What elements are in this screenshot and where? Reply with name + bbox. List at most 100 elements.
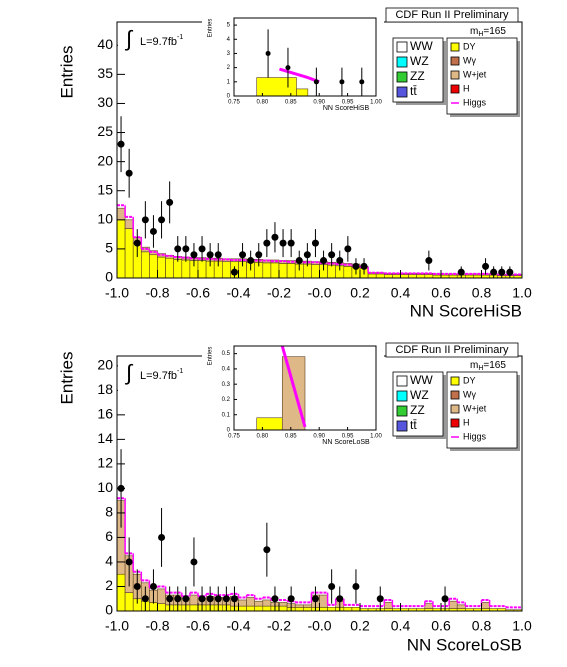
legend-swatch bbox=[396, 390, 408, 402]
y-tick-label: 4 bbox=[227, 37, 231, 43]
plot-frame bbox=[233, 17, 377, 97]
histogram-bar bbox=[157, 588, 166, 604]
mass-subscript: H bbox=[478, 365, 483, 372]
y-tick-label: 30 bbox=[97, 94, 113, 110]
data-point bbox=[166, 595, 174, 603]
data-point bbox=[214, 251, 222, 259]
histogram-bar bbox=[157, 603, 166, 612]
x-tick-label: 0.85 bbox=[285, 434, 297, 440]
histogram-bar bbox=[416, 274, 426, 279]
y-tick-label: 12 bbox=[97, 455, 113, 471]
y-tick-label: 0.5 bbox=[222, 351, 231, 357]
histogram-bar bbox=[383, 274, 393, 279]
lumi-label: L=9.7fb-1 bbox=[140, 34, 183, 48]
y-tick-label: 0.4 bbox=[222, 366, 231, 372]
histogram-bar bbox=[238, 605, 247, 612]
data-point bbox=[287, 595, 295, 603]
x-tick-label: 0.75 bbox=[228, 100, 240, 106]
x-tick-label: -0.4 bbox=[226, 618, 250, 634]
data-point bbox=[117, 140, 125, 148]
x-tick-label: 0.75 bbox=[228, 434, 240, 440]
y-tick-label: 0 bbox=[227, 94, 231, 100]
y-tick-label: 0 bbox=[105, 602, 113, 618]
x-tick-label: 0.4 bbox=[391, 285, 411, 301]
histogram-bar bbox=[302, 607, 312, 612]
histogram-bar bbox=[189, 594, 199, 606]
histogram-bar bbox=[343, 607, 353, 612]
x-tick-label: 1.0 bbox=[512, 618, 532, 634]
inset-y-axis-label: Entries bbox=[208, 347, 214, 366]
data-point bbox=[149, 582, 157, 590]
legend-swatch bbox=[396, 375, 408, 387]
x-tick-label: -0.2 bbox=[267, 285, 291, 301]
data-point bbox=[313, 79, 319, 85]
x-tick-label: 0.2 bbox=[350, 618, 370, 634]
data-point bbox=[190, 251, 198, 259]
x-tick-label: -0.6 bbox=[186, 285, 210, 301]
data-point bbox=[287, 239, 295, 247]
legend-label: tt̄ bbox=[410, 418, 417, 432]
y-tick-label: 0 bbox=[227, 428, 231, 434]
data-point bbox=[336, 595, 344, 603]
y-tick-label: 1 bbox=[227, 79, 231, 85]
data-point bbox=[360, 262, 368, 270]
y-tick-label: 16 bbox=[97, 406, 113, 422]
histogram-bar bbox=[278, 605, 288, 612]
histogram-bar bbox=[270, 262, 280, 279]
y-tick-label: 18 bbox=[97, 381, 113, 397]
data-point bbox=[352, 262, 360, 270]
data-point bbox=[125, 558, 133, 566]
histogram-bar bbox=[351, 607, 361, 612]
data-point bbox=[239, 251, 247, 259]
x-tick-label: 1.00 bbox=[370, 100, 382, 106]
data-point bbox=[265, 50, 271, 56]
x-tick-label: 0.8 bbox=[472, 618, 492, 634]
lumi-label: L=9.7fb-1 bbox=[140, 368, 183, 382]
data-point bbox=[133, 239, 141, 247]
x-tick-label: 0.6 bbox=[431, 618, 451, 634]
data-point bbox=[255, 251, 263, 259]
data-point bbox=[182, 595, 190, 603]
y-tick-label: 8 bbox=[105, 504, 113, 520]
y-tick-label: 6 bbox=[105, 528, 113, 544]
data-point bbox=[376, 595, 384, 603]
y-tick-label: 0.2 bbox=[222, 397, 231, 403]
lumi-exponent: -1 bbox=[177, 34, 183, 41]
histogram-bar bbox=[278, 602, 288, 607]
x-tick-label: 0.8 bbox=[472, 285, 492, 301]
y-tick-label: 20 bbox=[97, 357, 113, 373]
legend-swatch bbox=[450, 70, 460, 80]
mass-symbol: m bbox=[470, 26, 478, 37]
y-tick-label: 0.3 bbox=[222, 382, 231, 388]
legend-swatch bbox=[396, 71, 408, 83]
inset-y-axis-label: Entries bbox=[208, 19, 214, 38]
y-tick-label: 5 bbox=[227, 23, 231, 29]
data-point bbox=[303, 251, 311, 259]
y-tick-label: 20 bbox=[97, 152, 113, 168]
x-tick-label: 0.95 bbox=[342, 434, 354, 440]
y-tick-label: 15 bbox=[97, 181, 113, 197]
y-tick-label: 4 bbox=[105, 553, 113, 569]
inset-x-axis-label: NN ScoreLoSB bbox=[322, 439, 370, 446]
histogram-bar bbox=[294, 604, 304, 608]
histogram-bar bbox=[165, 257, 175, 279]
histogram-bar bbox=[181, 259, 191, 279]
histogram-bar bbox=[375, 273, 385, 279]
mass-subscript: H bbox=[478, 31, 483, 38]
legend-label: W+jet bbox=[463, 69, 487, 79]
data-point bbox=[141, 595, 149, 603]
histogram-bar bbox=[294, 607, 304, 612]
data-point bbox=[230, 595, 238, 603]
plot-frame bbox=[233, 345, 377, 431]
y-tick-label: 3 bbox=[227, 51, 231, 57]
histogram-bar bbox=[481, 602, 490, 609]
histogram-bar bbox=[302, 604, 312, 608]
histogram-bar bbox=[286, 263, 296, 279]
legend-label: WW bbox=[410, 373, 433, 387]
data-point bbox=[222, 595, 230, 603]
legend-label: ZZ bbox=[410, 69, 425, 83]
data-point bbox=[133, 582, 141, 590]
histogram-bar bbox=[116, 573, 126, 612]
data-point bbox=[279, 239, 287, 247]
lumi-box bbox=[118, 23, 194, 57]
